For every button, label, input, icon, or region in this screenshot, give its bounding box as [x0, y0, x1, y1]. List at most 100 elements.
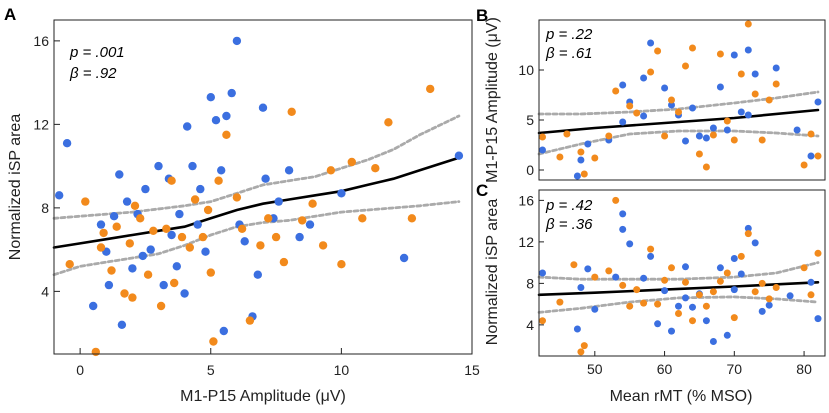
panel-a: p = .001 β = .92 M1-P15 Amplitude (μV) N…	[7, 19, 480, 405]
panel-c-point-orange	[702, 302, 710, 310]
panel-a-point-blue	[253, 270, 262, 279]
panel-b-point-orange	[758, 136, 766, 144]
panel-b-point-orange	[702, 163, 710, 171]
panel-c-point-orange	[591, 273, 599, 281]
panel-c-points	[539, 196, 822, 356]
panel-c-point-orange	[654, 300, 662, 308]
panel-a-point-orange	[308, 199, 317, 208]
panel-b-point-blue	[640, 74, 648, 82]
panel-c-point-orange	[807, 291, 815, 299]
panel-c-point-blue	[675, 302, 682, 310]
panel-c-point-blue	[612, 273, 620, 281]
panel-c-y-tick-label: 12	[518, 234, 534, 250]
panel-a-point-blue	[138, 251, 147, 261]
panel-b-point-orange	[709, 131, 717, 139]
panel-c-point-orange	[605, 267, 613, 275]
panel-a-point-orange	[203, 205, 213, 215]
panel-b-point-blue	[539, 146, 546, 154]
panel-b-point-blue	[584, 140, 592, 148]
panel-a-fit-line	[52, 156, 461, 249]
panel-a-point-blue	[227, 88, 236, 98]
panel-b-point-blue	[751, 70, 759, 78]
panel-c-point-blue	[807, 278, 815, 286]
panel-a-point-orange	[237, 224, 247, 233]
panel-a-y-tick-label: 8	[41, 200, 49, 216]
panel-c-point-orange	[814, 249, 822, 257]
panel-b-point-orange	[744, 20, 752, 28]
panel-a-point-blue	[175, 209, 184, 219]
panel-b-point-orange	[807, 130, 815, 138]
panel-c-y-label: Normalized iSP area	[484, 199, 501, 346]
panel-c-frame	[538, 189, 826, 357]
panel-b-point-blue	[814, 98, 822, 106]
panel-a-point-orange	[107, 266, 116, 275]
panel-b-point-blue	[647, 39, 655, 47]
panel-c-point-orange	[689, 317, 696, 325]
panel-c-y-tick-label: 8	[526, 275, 534, 291]
panel-a-point-orange	[177, 232, 187, 242]
panel-b-point-blue	[730, 51, 738, 59]
panel-b-point-orange	[647, 68, 655, 76]
panel-c-point-blue	[730, 286, 738, 294]
panel-b-point-orange	[814, 152, 822, 160]
panel-c-y-tick-label: 4	[526, 317, 534, 333]
panel-a-point-orange	[279, 257, 289, 267]
panel-a-point-orange	[162, 224, 171, 233]
panel-b-point-blue	[668, 101, 675, 109]
panel-c-point-blue	[786, 292, 794, 300]
panel-c-ci-lower-line	[537, 295, 820, 314]
panel-a-point-blue	[159, 280, 168, 290]
panel-c-point-orange	[577, 348, 585, 356]
panel-a-point-orange	[120, 289, 129, 298]
panel-c-point-orange	[647, 245, 655, 253]
panel-a-point-blue	[337, 189, 346, 198]
panel-c-point-orange	[556, 298, 564, 306]
panel-a-point-blue	[55, 191, 64, 200]
panel-c-point-blue	[709, 338, 717, 345]
panel-a-y-tick-label: 12	[33, 116, 49, 132]
panel-a-point-blue	[180, 289, 189, 298]
panel-c-point-orange	[800, 264, 808, 272]
panel-a-point-blue	[172, 262, 181, 271]
panel-a-point-orange	[143, 270, 153, 279]
panel-a-point-orange	[99, 228, 108, 238]
panel-a-point-orange	[287, 107, 296, 117]
panel-c-point-orange	[580, 342, 588, 350]
panel-b-frame	[538, 19, 826, 181]
panel-c-point-orange	[633, 286, 641, 294]
panel-b-point-orange	[723, 117, 731, 125]
panel-a-points	[55, 36, 464, 357]
panel-b-y-tick-label: 0	[526, 162, 534, 178]
panel-b-point-orange	[661, 132, 669, 140]
panel-c-point-orange	[709, 288, 717, 296]
panel-a-point-orange	[112, 222, 121, 231]
panel-c-point-orange	[668, 264, 675, 272]
panel-a-point-blue	[183, 122, 192, 131]
panel-a-point-orange	[222, 130, 231, 139]
panel-b-point-blue	[661, 84, 669, 92]
panel-c-ci-upper-line	[537, 261, 820, 281]
panel-a-y-ticks: 4 8 12 16	[33, 33, 60, 299]
panel-b-point-orange	[695, 150, 703, 158]
panel-a-point-orange	[426, 84, 435, 94]
panel-b-point-blue	[702, 134, 710, 142]
panel-b-point-orange	[539, 133, 546, 141]
panel-c-point-blue	[626, 240, 634, 248]
panel-a-y-tick-label: 4	[41, 283, 49, 299]
panel-a-point-orange	[245, 316, 255, 325]
panel-a-point-blue	[219, 326, 228, 336]
panel-b-point-orange	[654, 47, 662, 55]
panel-c-x-tick-label: 60	[657, 361, 673, 377]
panel-a-point-blue	[201, 247, 210, 256]
panel-c-point-blue	[539, 269, 546, 277]
panel-b-point-blue	[689, 104, 696, 112]
panel-c-point-orange	[723, 269, 731, 277]
panel-c-x-label: Mean rMT (% MSO)	[610, 388, 753, 405]
panel-a-point-blue	[154, 161, 163, 171]
panel-a-point-orange	[371, 164, 380, 173]
panel-a-point-blue	[62, 139, 72, 148]
panel-b-lines	[537, 90, 820, 156]
panel-a-point-orange	[358, 214, 367, 223]
panel-a-point-blue	[193, 220, 202, 229]
